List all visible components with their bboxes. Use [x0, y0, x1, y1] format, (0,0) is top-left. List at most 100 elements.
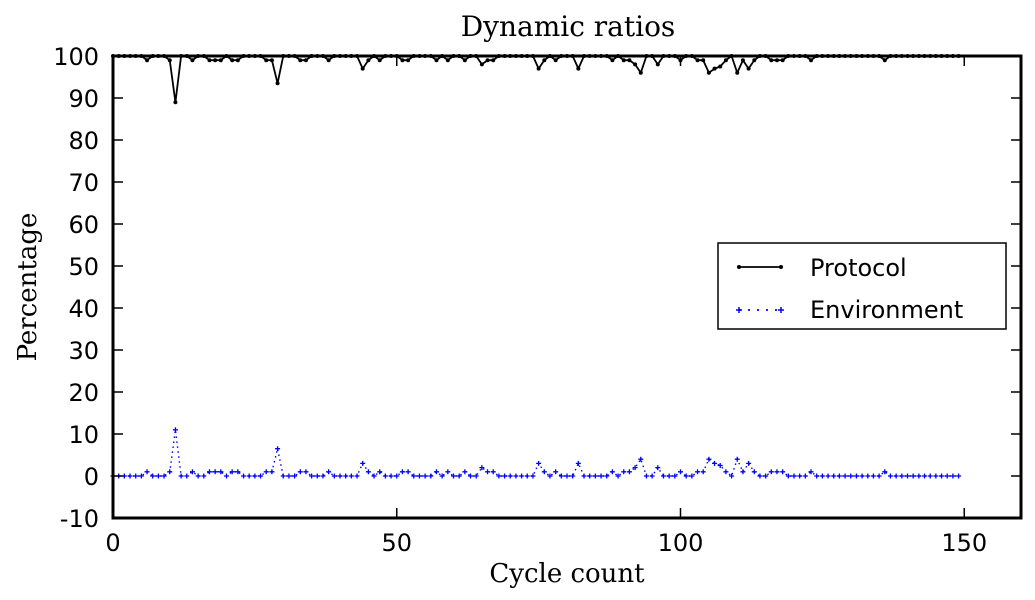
data-point-environment: [660, 473, 666, 479]
data-point-environment: [252, 473, 258, 479]
data-point-environment: [916, 473, 922, 479]
data-point-protocol: [633, 62, 638, 67]
data-point-environment: [416, 473, 422, 479]
data-point-environment: [150, 473, 156, 479]
data-point-environment: [485, 469, 491, 475]
data-point-environment: [649, 473, 655, 479]
data-point-environment: [519, 473, 525, 479]
data-point-environment: [905, 473, 910, 479]
data-point-protocol: [485, 58, 490, 63]
data-point-environment: [229, 469, 235, 475]
data-point-environment: [377, 469, 383, 475]
data-point-protocol: [576, 66, 581, 71]
data-point-protocol: [235, 58, 240, 63]
data-point-environment: [899, 473, 905, 479]
data-point-protocol: [173, 100, 178, 105]
data-point-environment: [428, 473, 434, 479]
data-point-protocol: [740, 58, 745, 63]
data-point-environment: [530, 473, 536, 479]
data-point-environment: [172, 427, 178, 433]
data-point-environment: [774, 469, 780, 475]
data-point-environment: [615, 473, 621, 479]
data-point-environment: [167, 469, 173, 475]
data-point-environment: [524, 473, 530, 479]
data-point-environment: [626, 469, 632, 475]
legend-environment-label: Environment: [810, 296, 963, 324]
data-point-environment: [859, 473, 865, 479]
y-tick-label: 40: [68, 295, 99, 323]
data-point-protocol: [298, 58, 303, 63]
data-point-environment: [746, 460, 752, 466]
data-point-environment: [825, 473, 831, 479]
y-tick-label: 30: [68, 337, 99, 365]
data-point-environment: [246, 473, 252, 479]
data-point-environment: [831, 473, 837, 479]
data-point-environment: [155, 473, 161, 479]
x-tick-label: 100: [658, 529, 704, 557]
data-point-environment: [331, 473, 337, 479]
data-point-environment: [405, 469, 411, 475]
chart-title: Dynamic ratios: [461, 10, 676, 43]
data-point-protocol: [706, 70, 711, 75]
data-point-environment: [541, 469, 547, 475]
data-point-environment: [598, 473, 604, 479]
data-point-environment: [689, 473, 695, 479]
y-tick-label: 50: [68, 253, 99, 281]
data-point-environment: [127, 473, 133, 479]
data-point-environment: [184, 473, 190, 479]
data-point-protocol: [207, 58, 212, 63]
data-point-protocol: [701, 58, 706, 63]
data-point-environment: [206, 469, 212, 475]
data-point-protocol: [326, 58, 331, 63]
y-tick-label: 90: [68, 85, 99, 113]
data-point-environment: [944, 473, 950, 479]
data-point-environment: [275, 446, 281, 452]
data-point-environment: [780, 469, 786, 475]
data-point-protocol: [145, 58, 150, 63]
data-point-environment: [808, 469, 814, 475]
data-point-protocol: [303, 58, 308, 63]
data-point-protocol: [627, 58, 632, 63]
data-point-environment: [581, 473, 587, 479]
data-point-environment: [144, 469, 150, 475]
y-tick-label: 70: [68, 169, 99, 197]
data-point-environment: [836, 473, 842, 479]
data-point-protocol: [723, 58, 728, 63]
data-point-environment: [189, 469, 195, 475]
data-point-environment: [212, 469, 218, 475]
data-point-environment: [887, 473, 893, 479]
x-tick-label: 150: [941, 529, 987, 557]
data-point-environment: [195, 473, 201, 479]
data-point-protocol: [882, 58, 887, 63]
data-point-protocol: [809, 58, 814, 63]
data-point-environment: [201, 473, 207, 479]
data-point-protocol: [360, 66, 365, 71]
data-point-environment: [280, 473, 286, 479]
y-tick-label: 60: [68, 211, 99, 239]
data-point-environment: [513, 473, 519, 479]
data-point-environment: [706, 456, 712, 462]
data-point-environment: [882, 469, 888, 475]
data-point-environment: [927, 473, 933, 479]
data-point-environment: [547, 473, 553, 479]
series-line-protocol: [113, 55, 959, 104]
data-point-protocol: [434, 58, 439, 63]
data-point-protocol: [213, 58, 218, 63]
data-point-environment: [496, 473, 502, 479]
data-point-protocol: [542, 58, 547, 63]
data-point-environment: [956, 473, 962, 479]
data-point-protocol: [621, 58, 626, 63]
data-point-protocol: [718, 64, 723, 69]
data-point-protocol: [190, 58, 195, 63]
data-point-environment: [399, 469, 405, 475]
legend-protocol-marker: [779, 265, 783, 269]
data-point-environment: [621, 469, 627, 475]
data-point-environment: [683, 473, 689, 479]
data-point-environment: [241, 473, 247, 479]
data-point-protocol: [377, 58, 382, 63]
data-point-environment: [922, 473, 928, 479]
data-point-protocol: [479, 62, 484, 67]
data-point-environment: [507, 473, 513, 479]
data-point-environment: [757, 473, 763, 479]
data-point-environment: [695, 469, 701, 475]
